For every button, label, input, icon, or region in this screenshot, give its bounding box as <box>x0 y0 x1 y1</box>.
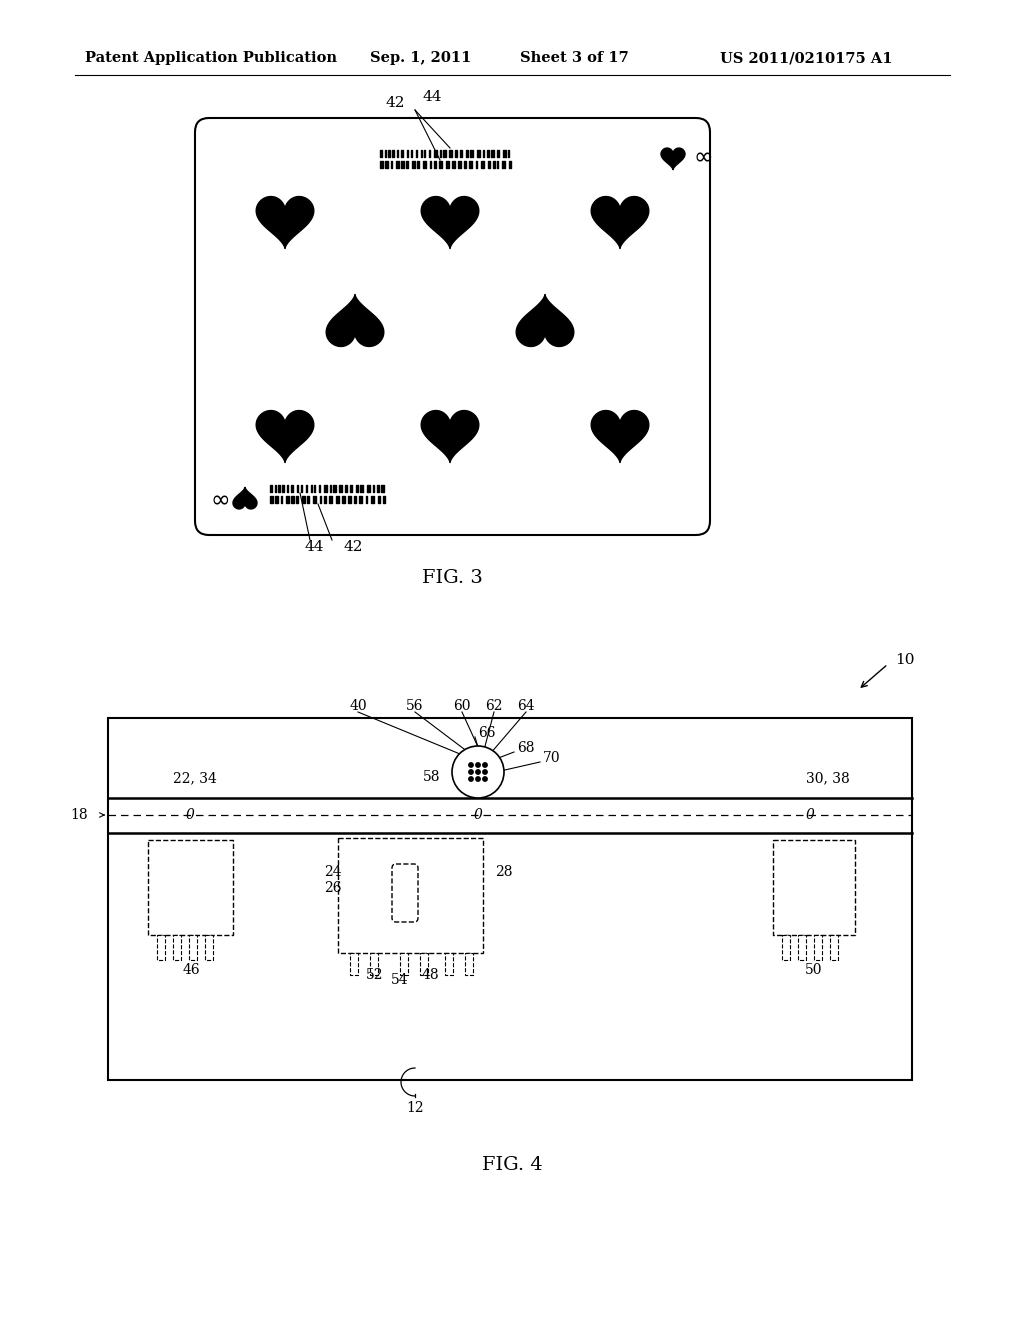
FancyBboxPatch shape <box>195 117 710 535</box>
Text: 66: 66 <box>478 726 496 741</box>
Text: 64: 64 <box>517 700 535 713</box>
Bar <box>400 953 408 975</box>
Bar <box>148 840 233 935</box>
Bar <box>108 718 912 1080</box>
Bar <box>157 935 165 960</box>
Circle shape <box>476 770 480 775</box>
Text: 18: 18 <box>71 808 88 822</box>
Bar <box>782 935 790 960</box>
Text: 24: 24 <box>325 865 342 879</box>
Polygon shape <box>516 294 573 346</box>
Text: 54: 54 <box>391 973 409 987</box>
Circle shape <box>482 776 487 781</box>
Text: $\infty$: $\infty$ <box>693 143 712 168</box>
Polygon shape <box>256 197 313 248</box>
Text: 42: 42 <box>385 96 404 110</box>
Polygon shape <box>421 197 479 248</box>
Bar <box>420 953 428 975</box>
Text: 58: 58 <box>423 770 440 784</box>
Circle shape <box>469 770 473 775</box>
Polygon shape <box>256 411 313 462</box>
Text: 40: 40 <box>349 700 367 713</box>
Text: 42: 42 <box>343 540 362 554</box>
Bar <box>350 953 358 975</box>
Text: Patent Application Publication: Patent Application Publication <box>85 51 337 65</box>
Circle shape <box>452 746 504 799</box>
Bar <box>830 935 838 960</box>
Circle shape <box>476 776 480 781</box>
Bar <box>445 953 453 975</box>
Text: 10: 10 <box>895 653 914 667</box>
Text: 62: 62 <box>485 700 503 713</box>
Circle shape <box>482 770 487 775</box>
Text: Sep. 1, 2011: Sep. 1, 2011 <box>370 51 471 65</box>
Bar <box>370 953 378 975</box>
Text: 70: 70 <box>543 751 560 766</box>
Bar <box>814 935 822 960</box>
Bar <box>465 953 473 975</box>
Bar <box>173 935 181 960</box>
Polygon shape <box>591 411 649 462</box>
Circle shape <box>476 763 480 767</box>
Bar <box>205 935 213 960</box>
Circle shape <box>469 763 473 767</box>
FancyBboxPatch shape <box>392 865 418 921</box>
Polygon shape <box>233 487 257 510</box>
Polygon shape <box>662 148 685 170</box>
Text: 0: 0 <box>806 808 814 822</box>
Text: 68: 68 <box>517 741 535 755</box>
Bar <box>338 838 483 953</box>
Text: 56: 56 <box>407 700 424 713</box>
Text: 46: 46 <box>182 964 200 977</box>
Text: 60: 60 <box>454 700 471 713</box>
Text: $\infty$: $\infty$ <box>210 486 229 510</box>
Text: 0: 0 <box>185 808 195 822</box>
Text: 12: 12 <box>407 1101 424 1115</box>
Circle shape <box>482 763 487 767</box>
Bar <box>189 935 197 960</box>
Text: 44: 44 <box>422 90 441 104</box>
Circle shape <box>469 776 473 781</box>
Text: 44: 44 <box>304 540 324 554</box>
Text: 22, 34: 22, 34 <box>173 771 217 785</box>
Polygon shape <box>591 197 649 248</box>
Polygon shape <box>327 294 384 346</box>
Text: Sheet 3 of 17: Sheet 3 of 17 <box>520 51 629 65</box>
Polygon shape <box>421 411 479 462</box>
Text: FIG. 3: FIG. 3 <box>422 569 482 587</box>
Text: 48: 48 <box>421 968 439 982</box>
Text: 30, 38: 30, 38 <box>806 771 850 785</box>
Text: US 2011/0210175 A1: US 2011/0210175 A1 <box>720 51 893 65</box>
Text: FIG. 4: FIG. 4 <box>481 1156 543 1173</box>
Bar <box>798 935 806 960</box>
Text: 52: 52 <box>367 968 384 982</box>
Text: 50: 50 <box>805 964 822 977</box>
Text: 28: 28 <box>495 865 512 879</box>
Text: 26: 26 <box>325 880 342 895</box>
Text: 0: 0 <box>473 808 482 822</box>
Bar <box>773 840 855 935</box>
